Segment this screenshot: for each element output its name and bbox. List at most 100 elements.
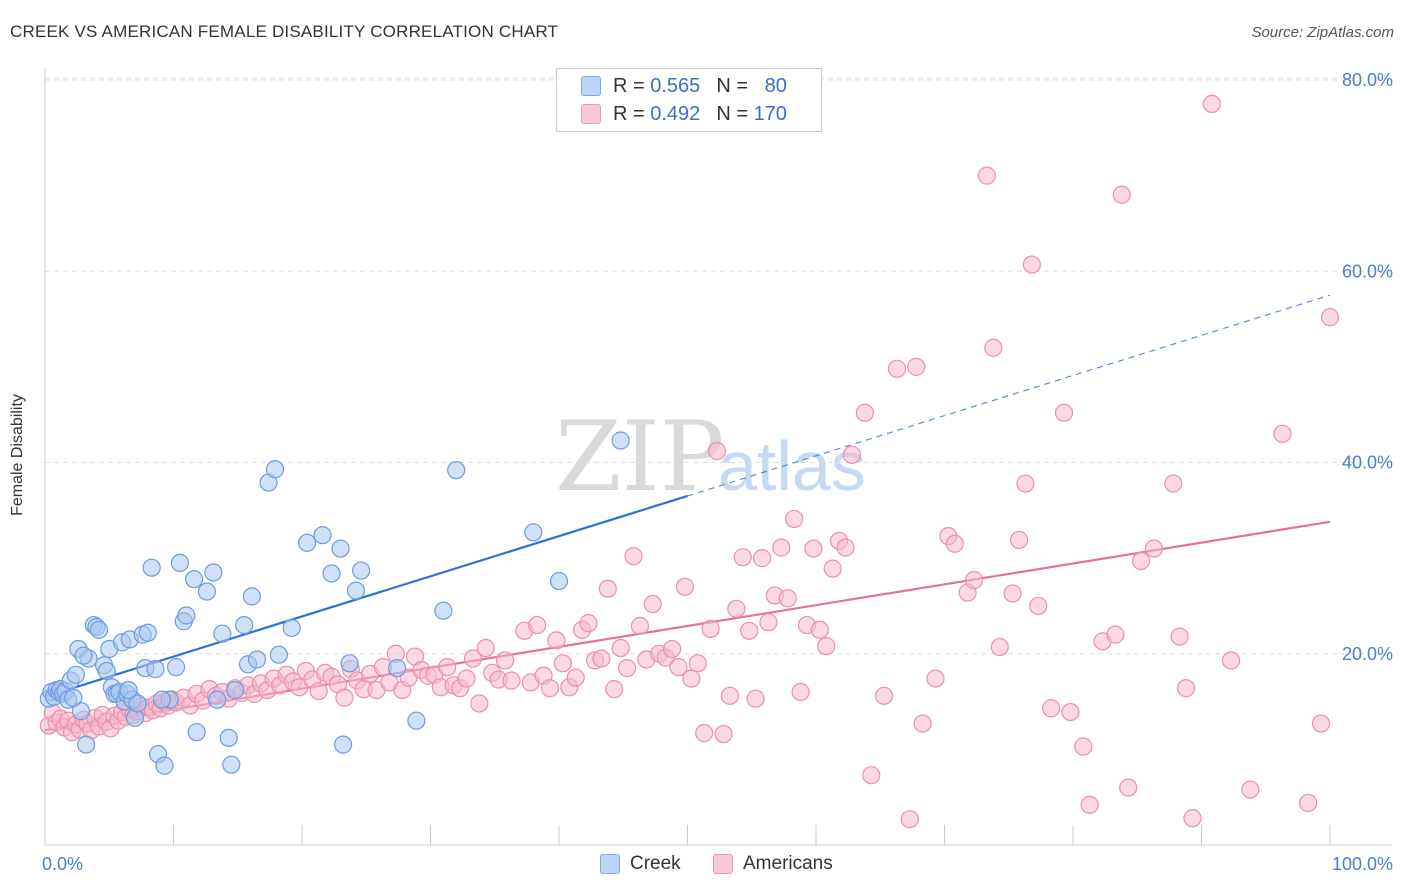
- legend-n-label: N =: [716, 74, 748, 97]
- grid-lines: [45, 77, 1392, 655]
- americans-point: [836, 538, 855, 557]
- americans-point: [624, 547, 643, 566]
- creek-point: [447, 461, 466, 480]
- americans-point: [842, 445, 862, 464]
- americans-point: [630, 616, 650, 636]
- americans-point: [746, 689, 765, 708]
- americans-point: [990, 637, 1009, 657]
- y-tick-label: 60.0%: [1342, 261, 1393, 281]
- creek-point: [219, 728, 238, 748]
- legend-swatch-creek: [581, 76, 601, 96]
- creek-point: [155, 756, 174, 775]
- bottom-legend-swatch-americans: [713, 854, 733, 874]
- americans-point: [1029, 596, 1048, 616]
- americans-point: [1202, 94, 1221, 114]
- creek-point: [66, 665, 85, 684]
- americans-point: [611, 638, 630, 658]
- bottom-legend-creek: Creek: [600, 852, 681, 876]
- americans-point: [984, 338, 1003, 357]
- creek-trend-extension: [687, 294, 1331, 497]
- creek-point: [226, 680, 245, 700]
- americans-point: [887, 359, 907, 378]
- bottom-legend-label-creek: Creek: [630, 853, 681, 874]
- creek-point: [282, 618, 301, 638]
- americans-point: [1022, 255, 1041, 274]
- y-tick-label: 40.0%: [1342, 453, 1393, 473]
- americans-point: [1241, 780, 1260, 799]
- creek-point: [170, 553, 190, 573]
- y-tick-label: 80.0%: [1342, 70, 1393, 90]
- americans-point: [675, 577, 695, 596]
- creek-point: [197, 582, 217, 601]
- americans-point: [1221, 651, 1241, 670]
- americans-point: [605, 680, 624, 699]
- americans-point: [1183, 809, 1202, 828]
- americans-point: [1299, 793, 1318, 813]
- tick-labels: 20.0% 40.0% 60.0% 80.0% 0.0% 100.0%: [42, 70, 1393, 874]
- americans-point: [476, 638, 495, 658]
- americans-point: [791, 682, 810, 702]
- americans-point: [720, 686, 740, 705]
- americans-point: [714, 724, 733, 744]
- creek-point: [74, 646, 93, 665]
- creek-point: [269, 645, 288, 664]
- americans-point: [926, 669, 945, 688]
- bottom-legend-label-americans: Americans: [743, 853, 833, 874]
- americans-point: [707, 441, 727, 461]
- creek-point: [298, 533, 317, 552]
- americans-point: [1170, 627, 1189, 646]
- creek-point: [97, 661, 116, 681]
- source-note: Source: ZipAtlas.com: [1251, 24, 1394, 41]
- creek-point: [146, 659, 165, 679]
- legend-n-label: N =: [716, 102, 748, 125]
- creek-point: [166, 658, 186, 677]
- americans-point: [1009, 530, 1029, 550]
- creek-point: [352, 561, 371, 580]
- americans-point: [701, 619, 720, 638]
- americans-point: [1132, 551, 1151, 571]
- americans-point: [945, 534, 964, 553]
- creek-point: [235, 615, 254, 635]
- americans-point: [502, 671, 521, 690]
- creek-point: [187, 723, 206, 742]
- bottom-legend-swatch-creek: [600, 854, 620, 874]
- legend-row-creek: R = 0.565 N = 80: [581, 73, 787, 99]
- creek-point: [549, 571, 569, 591]
- americans-point: [540, 679, 560, 698]
- americans-point: [733, 548, 752, 567]
- data-points: [39, 94, 1340, 829]
- americans-point: [1074, 737, 1093, 756]
- creek-point: [152, 690, 172, 709]
- creek-point: [71, 702, 91, 721]
- creek-point: [89, 620, 109, 639]
- americans-point: [1106, 625, 1125, 644]
- americans-point: [855, 403, 874, 422]
- legend-row-americans: R = 0.492 N = 170: [581, 101, 787, 127]
- americans-point: [810, 620, 829, 639]
- americans-point: [1003, 584, 1022, 603]
- legend-r-label: R =: [613, 102, 645, 125]
- americans-point: [592, 649, 611, 668]
- americans-point: [309, 681, 328, 701]
- americans-point: [1054, 403, 1074, 422]
- americans-point: [566, 668, 585, 687]
- americans-point: [1119, 778, 1138, 797]
- americans-point: [643, 594, 662, 614]
- americans-point: [1061, 702, 1080, 722]
- creek-point: [387, 658, 407, 678]
- creek-point: [204, 563, 223, 582]
- americans-point: [1080, 795, 1099, 814]
- americans-point: [335, 688, 354, 707]
- americans-point: [1273, 424, 1292, 443]
- watermark-atlas: atlas: [718, 427, 866, 505]
- americans-point: [1164, 474, 1183, 493]
- creek-point: [340, 654, 359, 673]
- americans-point: [772, 538, 791, 557]
- americans-point: [727, 599, 746, 618]
- americans-point: [785, 509, 804, 529]
- americans-point: [528, 615, 547, 635]
- americans-point: [618, 658, 637, 678]
- creek-point: [119, 680, 138, 700]
- americans-point: [553, 654, 572, 673]
- americans-point: [579, 614, 598, 633]
